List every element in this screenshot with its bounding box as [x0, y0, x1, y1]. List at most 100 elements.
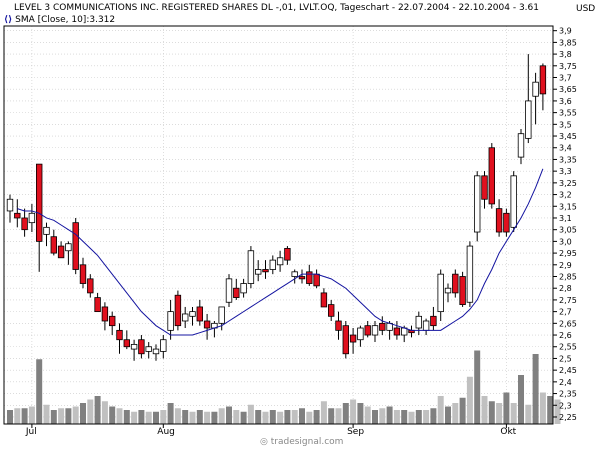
candle-body [393, 327, 401, 336]
candle-body [276, 257, 284, 266]
volume-bar [240, 411, 247, 424]
volume-bar [14, 408, 21, 424]
candle-body [72, 222, 79, 270]
volume-bar [547, 396, 554, 424]
volume-bar [101, 401, 108, 424]
tick-label-y: 3,0 [559, 237, 572, 246]
volume-bar [532, 354, 539, 424]
candle-body [28, 212, 36, 224]
volume-bar [182, 410, 189, 424]
volume-bar [138, 410, 145, 424]
tick-label-y: 2,3 [559, 401, 572, 410]
volume-bar [7, 410, 13, 424]
volume-bar [364, 406, 371, 424]
candle-body [101, 306, 109, 322]
candle-body [503, 212, 510, 233]
candle-body [430, 315, 437, 327]
tick-label-x: Jul [25, 427, 37, 437]
candle-body [488, 147, 495, 205]
tick-label-y: 2,85 [559, 273, 577, 282]
volume-bar [233, 410, 240, 424]
candle-body [510, 175, 517, 228]
candle-body [291, 271, 298, 277]
sma-legend-icon: ⟨⟩ [4, 15, 13, 25]
volume-bar [174, 408, 181, 424]
candle-body [43, 226, 50, 235]
volume-bar [335, 408, 342, 424]
volume-bar [80, 403, 86, 424]
candle-body [189, 311, 196, 317]
candle-body [6, 198, 14, 212]
candle-body [240, 283, 247, 294]
tick-label-y: 3,2 [559, 191, 572, 200]
volume-bar [196, 410, 203, 424]
candle-body [174, 294, 182, 327]
volume-bar [393, 410, 400, 424]
candle-body [459, 276, 466, 306]
candle-body [444, 287, 452, 294]
volume-bar [357, 403, 364, 424]
volume-bar [58, 408, 65, 424]
plot-frame [3, 25, 554, 425]
volume-bar [284, 410, 291, 424]
candle-body [357, 327, 364, 341]
candle-body [167, 311, 174, 331]
volume-bar [379, 408, 386, 424]
volume-bar [466, 376, 473, 424]
volume-bar [204, 411, 211, 424]
candle-body [320, 292, 328, 308]
volume-bar [539, 392, 546, 424]
volume-bar [50, 410, 57, 424]
watermark-text: tradesignal.com [270, 437, 344, 447]
volume-bar [94, 396, 101, 424]
volume-bar [474, 350, 481, 424]
volume-bar [350, 399, 357, 424]
candle-body [364, 325, 371, 336]
candle-body [138, 339, 145, 355]
volume-bar [123, 410, 130, 424]
candle-body [481, 175, 488, 200]
volume-bar [28, 406, 35, 424]
tick-label-y: 3,55 [559, 109, 577, 118]
volume-bar [247, 404, 254, 424]
volume-bar [131, 411, 138, 424]
candle-layer [6, 54, 547, 361]
candle-body [262, 269, 269, 273]
candle-body [452, 273, 459, 294]
candle-body [349, 334, 357, 343]
volume-bar [255, 410, 262, 424]
candle-body [379, 322, 386, 331]
volume-bar [116, 408, 123, 424]
volume-bar [277, 411, 284, 424]
candle-body [473, 175, 481, 233]
volume-bar [306, 411, 313, 424]
candle-body [116, 329, 123, 341]
chart-title: LEVEL 3 COMMUNICATIONS INC. REGISTERED S… [14, 3, 539, 13]
candle-body [298, 276, 306, 280]
tick-label-y: 2,55 [559, 343, 577, 352]
candle-body [517, 133, 525, 158]
volume-bar [401, 410, 408, 424]
tick-label-y: 2,4 [559, 378, 572, 387]
volume-bar [299, 408, 305, 424]
watermark-icon: ◎ [260, 437, 268, 447]
tick-label-y: 3,05 [559, 226, 577, 235]
volume-bar [109, 406, 116, 424]
candle-body [94, 297, 101, 313]
candle-body [57, 245, 65, 259]
volume-bar [459, 397, 466, 424]
volume-bar [153, 411, 159, 424]
sma-line [17, 168, 544, 336]
volume-bar [408, 411, 415, 424]
volume-layer [7, 350, 561, 424]
volume-bar [415, 410, 422, 424]
candle-body [437, 273, 444, 313]
volume-bar [328, 408, 335, 424]
sma-legend-label: SMA [Close, 10]:3.312 [15, 15, 116, 25]
candle-body [123, 339, 130, 348]
tick-label-y: 2,65 [559, 319, 577, 328]
currency-label: USD [576, 4, 596, 14]
candle-body [36, 163, 43, 242]
